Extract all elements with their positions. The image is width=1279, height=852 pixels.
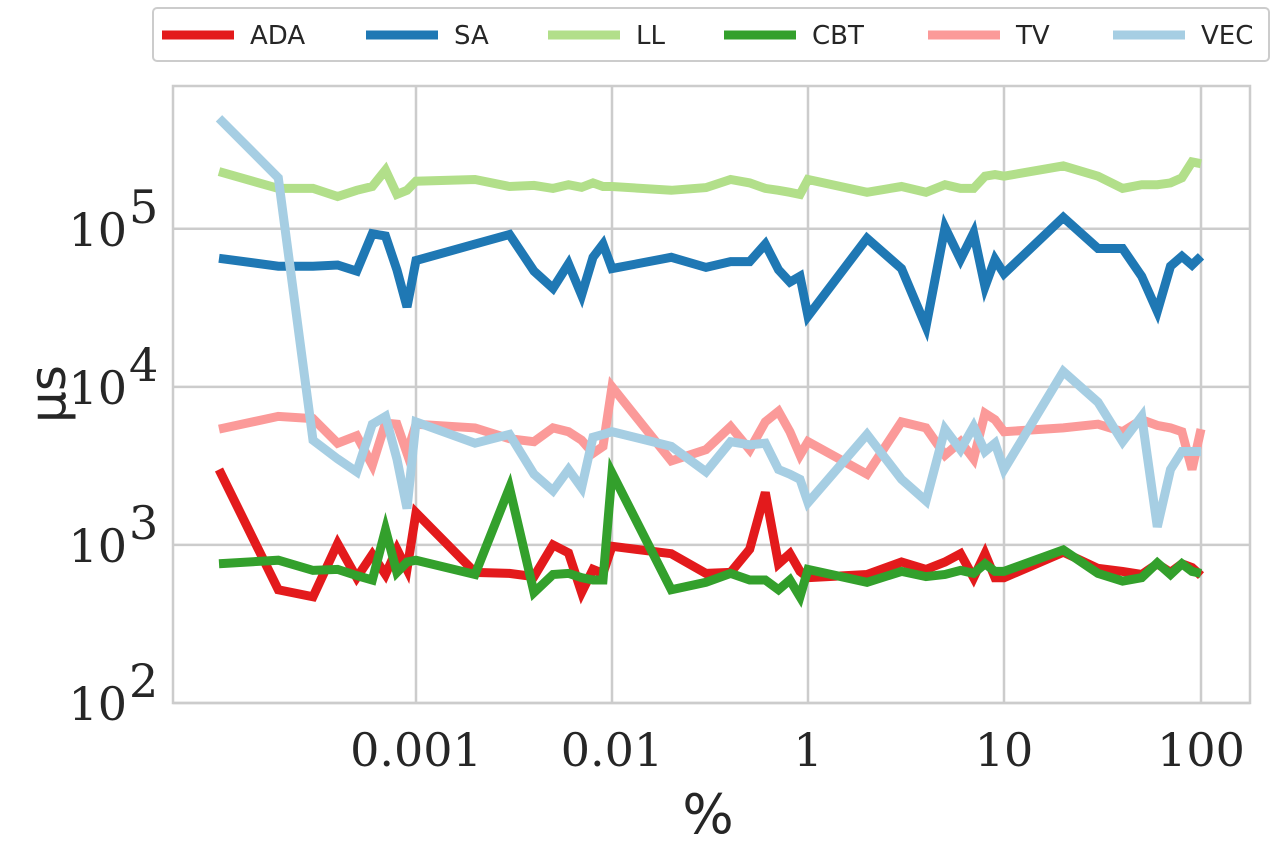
y-tick-exponent: 2 <box>129 654 158 708</box>
series-line-sa <box>218 211 1205 343</box>
legend-label: VEC <box>1201 21 1253 51</box>
y-tick-label: 10 4 <box>68 338 158 415</box>
legend-item: SA <box>366 21 489 51</box>
y-tick-base: 10 <box>68 677 127 731</box>
legend-item: VEC <box>1113 21 1253 51</box>
y-tick-base: 10 <box>68 361 127 415</box>
y-tick-label: 10 5 <box>68 180 158 257</box>
x-tick-label: 1 <box>793 723 822 777</box>
series-line-tv <box>218 375 1206 481</box>
x-tick-label: 100 <box>1157 723 1245 777</box>
y-tick-label: 10 3 <box>68 496 158 573</box>
y-axis-title: µs <box>19 365 77 423</box>
y-tick-base: 10 <box>68 519 127 573</box>
legend-label: LL <box>636 21 665 51</box>
x-tick-label: 0.001 <box>350 723 482 777</box>
series-lines <box>214 115 1206 608</box>
y-tick-exponent: 5 <box>129 180 158 234</box>
legend-frame <box>152 7 1270 62</box>
legend-label: SA <box>454 21 489 51</box>
legend-item: ADA <box>162 21 305 51</box>
legend: ADA SA LL CBT TV VEC <box>152 7 1270 62</box>
legend-label: ADA <box>250 21 305 51</box>
legend-item: CBT <box>724 21 864 51</box>
y-tick-base: 10 <box>68 203 127 257</box>
series-line-ll <box>217 156 1202 202</box>
x-axis-title: % <box>682 783 733 846</box>
y-tick-exponent: 3 <box>129 496 158 550</box>
series-line-vec <box>215 115 1201 528</box>
legend-label: TV <box>1015 21 1050 51</box>
series-line-cbt <box>218 456 1202 608</box>
y-tick-exponent: 4 <box>129 338 158 392</box>
plot-frame <box>171 84 1252 705</box>
legend-item: TV <box>928 21 1050 51</box>
legend-label: CBT <box>812 21 864 51</box>
x-tick-labels: 0.001 0.01 1 10 100 <box>350 723 1245 777</box>
x-tick-label: 0.01 <box>561 723 663 777</box>
y-tick-label: 10 2 <box>68 654 158 731</box>
x-tick-label: 10 <box>975 723 1034 777</box>
legend-item: LL <box>548 21 665 51</box>
